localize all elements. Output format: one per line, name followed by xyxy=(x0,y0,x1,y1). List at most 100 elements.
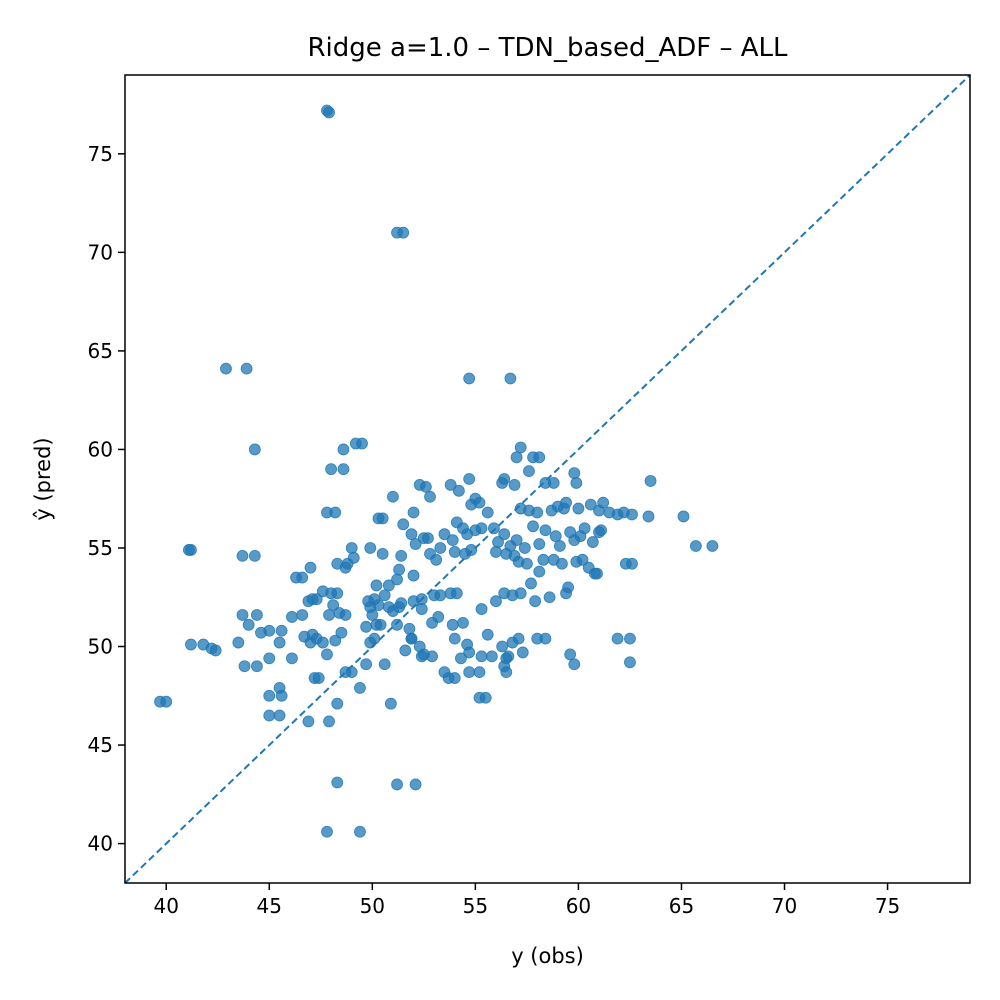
data-point xyxy=(323,106,335,119)
data-point xyxy=(504,372,517,385)
data-point xyxy=(413,640,426,653)
data-point xyxy=(432,611,445,623)
data-point xyxy=(498,528,511,541)
data-point xyxy=(376,512,389,525)
data-point xyxy=(419,480,432,493)
data-point xyxy=(391,573,403,586)
data-point xyxy=(364,636,377,649)
data-point xyxy=(304,561,317,574)
data-point xyxy=(387,605,399,617)
data-point xyxy=(570,477,583,489)
data-point xyxy=(560,587,572,600)
x-tick-label: 75 xyxy=(875,894,900,918)
data-point xyxy=(323,715,335,728)
data-point xyxy=(553,540,566,552)
data-point xyxy=(537,553,550,566)
data-point xyxy=(263,652,276,665)
data-point xyxy=(250,609,263,621)
y-tick-label: 50 xyxy=(88,635,113,659)
data-point xyxy=(510,534,523,546)
data-point xyxy=(473,666,486,679)
data-point xyxy=(387,490,399,503)
data-point xyxy=(255,626,267,639)
data-point xyxy=(397,226,410,239)
data-point xyxy=(463,666,476,679)
data-point xyxy=(331,697,344,710)
data-point xyxy=(273,636,286,649)
data-point xyxy=(586,536,599,548)
data-point xyxy=(321,648,333,661)
data-point xyxy=(384,697,397,710)
data-point xyxy=(327,599,340,612)
data-point xyxy=(242,618,255,631)
x-tick-label: 45 xyxy=(257,894,282,918)
data-point xyxy=(331,776,344,789)
data-point xyxy=(337,463,350,476)
data-point xyxy=(397,518,410,531)
y-tick-label: 40 xyxy=(88,832,113,856)
data-point xyxy=(626,508,638,521)
data-point xyxy=(424,490,436,503)
data-point xyxy=(576,553,589,566)
data-point xyxy=(329,506,342,519)
data-point xyxy=(533,565,546,578)
chart-title: Ridge a=1.0 – TDN_based_ADF – ALL xyxy=(307,33,788,63)
data-point xyxy=(370,579,383,592)
data-point xyxy=(520,557,533,570)
data-point xyxy=(543,591,556,604)
y-tick-label: 65 xyxy=(88,339,113,363)
data-point xyxy=(539,477,552,489)
data-point xyxy=(438,528,451,541)
data-point xyxy=(448,672,461,684)
data-point xyxy=(584,498,597,511)
data-point xyxy=(593,526,605,539)
data-point xyxy=(339,609,352,621)
data-point xyxy=(475,522,488,535)
data-point xyxy=(248,443,261,456)
data-point xyxy=(626,557,638,570)
data-point xyxy=(510,451,523,464)
data-point xyxy=(395,549,408,562)
data-point xyxy=(403,622,416,635)
data-point xyxy=(273,709,286,722)
data-point xyxy=(531,506,544,519)
data-point xyxy=(286,652,298,665)
data-point xyxy=(438,666,451,679)
x-tick-label: 70 xyxy=(772,894,797,918)
data-point xyxy=(473,496,486,509)
data-point xyxy=(448,546,461,558)
data-point xyxy=(500,666,513,679)
data-point xyxy=(415,603,428,615)
data-point xyxy=(405,528,418,541)
data-point xyxy=(354,682,366,694)
data-point xyxy=(568,467,581,479)
data-point xyxy=(374,618,387,631)
x-tick-label: 40 xyxy=(153,894,178,918)
data-point xyxy=(506,636,519,649)
data-point xyxy=(624,656,636,669)
data-point xyxy=(366,609,379,621)
data-point xyxy=(391,778,403,791)
data-point xyxy=(356,437,368,450)
data-point xyxy=(378,658,391,671)
data-point xyxy=(220,362,232,375)
data-point xyxy=(209,644,222,657)
data-point xyxy=(556,557,568,570)
data-point xyxy=(304,636,317,649)
data-point xyxy=(481,506,494,519)
data-point xyxy=(286,611,298,623)
data-point xyxy=(391,618,403,631)
data-point xyxy=(490,546,502,558)
data-point xyxy=(316,636,329,649)
data-point xyxy=(302,595,315,608)
data-point xyxy=(236,609,249,621)
data-point xyxy=(549,530,562,543)
data-point xyxy=(539,524,552,537)
data-point xyxy=(523,465,535,478)
data-point xyxy=(496,640,509,653)
data-point xyxy=(455,652,467,665)
data-point xyxy=(232,636,245,649)
data-point xyxy=(434,542,447,554)
x-axis-ticks: 40 45 50 55 60 65 70 75 xyxy=(153,883,900,918)
data-point xyxy=(405,632,418,645)
